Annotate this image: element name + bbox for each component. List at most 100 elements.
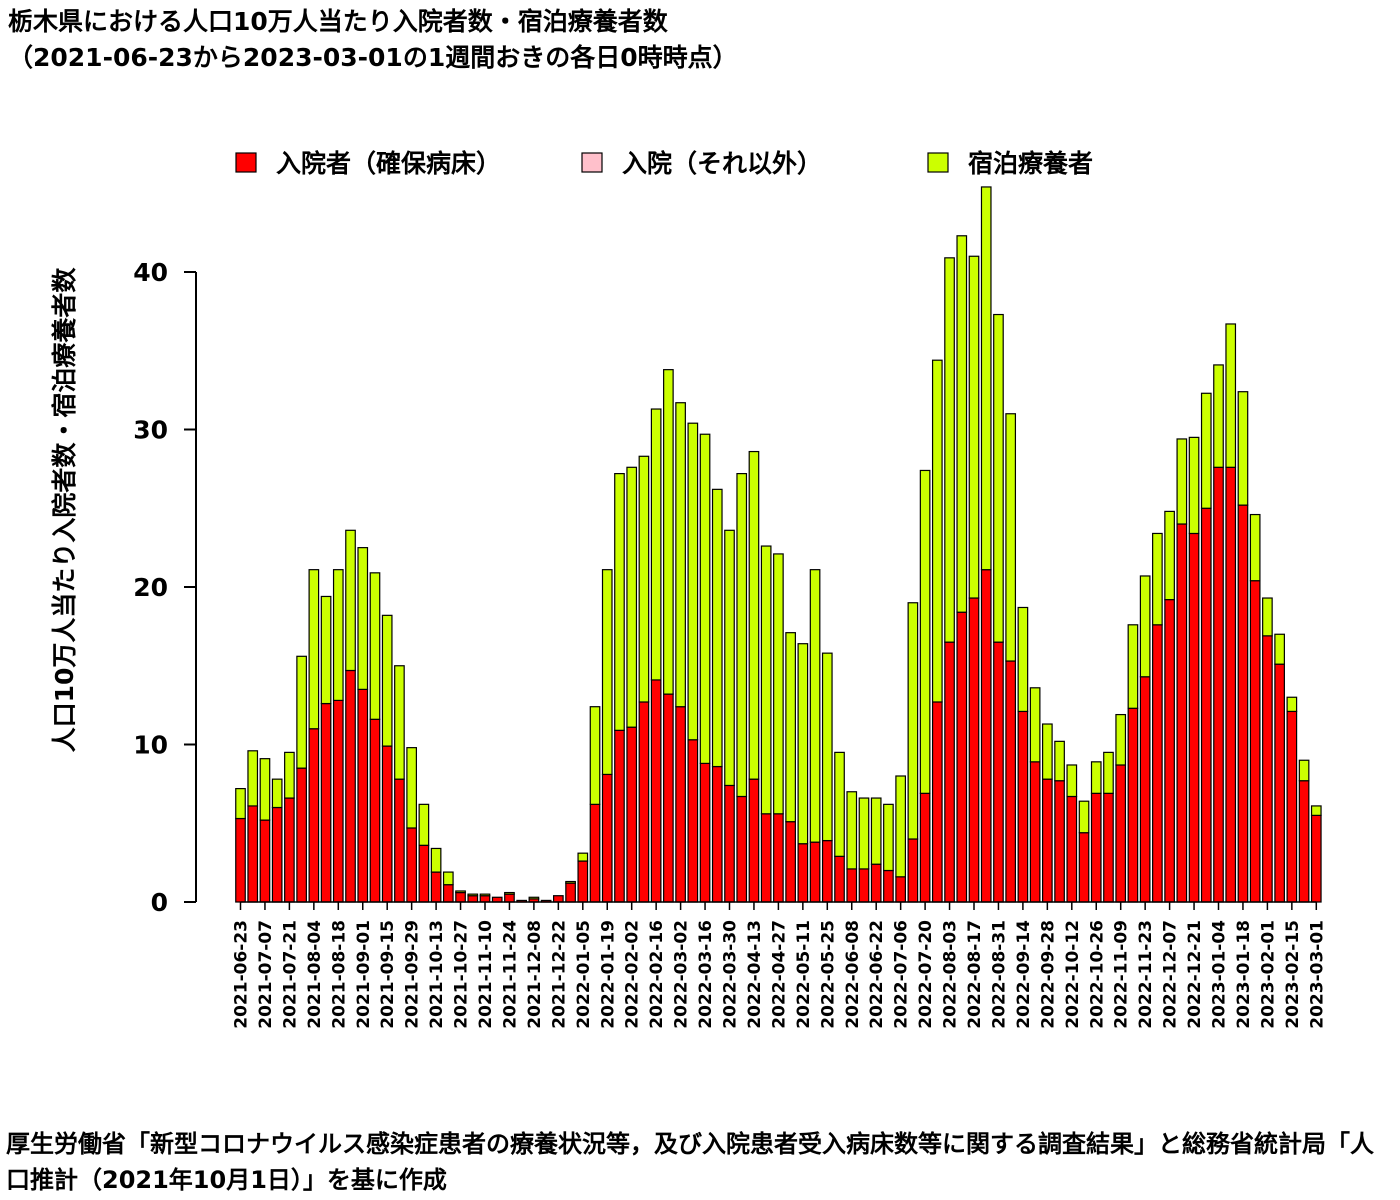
- bar-segment-series-1: [980, 569, 992, 903]
- x-tick-label: 2022-11-09: [1112, 920, 1132, 1029]
- bar-segment-series-3: [1225, 323, 1237, 468]
- x-tick-label: 2022-08-03: [941, 920, 961, 1029]
- title-line-1: 栃木県における人口10万人当たり入院者数・宿泊療養者数: [8, 7, 668, 36]
- bar-segment-series-1: [332, 699, 344, 903]
- x-tick-label: 2022-08-17: [965, 920, 985, 1029]
- bar-segment-series-1: [1090, 792, 1102, 903]
- x-tick-label: 2022-05-11: [794, 920, 814, 1029]
- bar-segment-series-1: [455, 891, 466, 903]
- bar-segment-series-1: [821, 839, 833, 903]
- bar-segment-series-1: [1225, 466, 1237, 903]
- bar-segment-series-1: [1249, 580, 1261, 903]
- bar-segment-series-1: [907, 838, 919, 903]
- bar-segment-series-3: [626, 466, 638, 728]
- legend-swatch: [235, 152, 257, 173]
- x-tick-label: 2023-03-01: [1307, 920, 1327, 1029]
- x-tick-label: 2021-09-01: [354, 920, 374, 1029]
- bar-segment-series-1: [834, 855, 845, 903]
- bar-segment-series-1: [1127, 707, 1139, 903]
- bar-segment-series-1: [1298, 780, 1310, 903]
- legend-swatch: [581, 152, 603, 173]
- bar-segment-series-3: [980, 186, 992, 571]
- x-tick-label: 2022-05-25: [818, 920, 838, 1029]
- bar-segment-series-1: [296, 767, 307, 903]
- bar-segment-series-3: [442, 871, 454, 886]
- bar-segment-series-3: [1310, 805, 1322, 816]
- x-tick-label: 2022-03-16: [696, 920, 716, 1029]
- x-tick-label: 2022-12-07: [1161, 920, 1181, 1029]
- bar-segment-series-3: [907, 602, 919, 840]
- bar-segment-series-3: [614, 473, 625, 731]
- x-tick-label: 2022-04-13: [745, 920, 765, 1029]
- x-tick-label: 2022-01-19: [598, 920, 618, 1029]
- bar-segment-series-1: [1041, 778, 1053, 903]
- x-tick-label: 2021-08-18: [329, 920, 349, 1029]
- bar-segment-series-1: [418, 844, 430, 903]
- bar-segment-series-1: [1274, 663, 1285, 903]
- x-tick-label: 2022-03-02: [672, 920, 692, 1029]
- bar-segment-series-1: [467, 895, 479, 903]
- bar-segment-series-3: [479, 893, 491, 897]
- legend-swatch: [927, 152, 949, 173]
- bar-segment-series-3: [687, 422, 699, 741]
- bar-segment-series-3: [565, 880, 576, 884]
- bar-segment-series-3: [883, 803, 894, 872]
- bar-segment-series-3: [1176, 438, 1188, 525]
- bar-segment-series-1: [809, 841, 821, 903]
- bar-segment-series-3: [944, 257, 955, 643]
- bar-segment-series-1: [614, 729, 625, 903]
- bar-segment-series-1: [1286, 710, 1298, 903]
- title-line-2: （2021-06-23から2023-03-01の1週間おきの各日0時時点）: [8, 43, 738, 72]
- bar-segment-series-1: [284, 797, 295, 903]
- y-axis: 0 10 20 30 40: [133, 258, 197, 917]
- x-tick-label: 2023-01-04: [1210, 920, 1230, 1029]
- bar-segment-series-3: [296, 655, 307, 769]
- bar-segment-series-3: [650, 408, 662, 681]
- bar-segment-series-1: [663, 693, 674, 903]
- source-note: 厚生労働省「新型コロナウイルス感染症患者の療養状況等，及び入院患者受入病床数等に…: [6, 1130, 1374, 1194]
- bar-segment-series-1: [1262, 635, 1273, 903]
- bar-segment-series-3: [858, 797, 870, 870]
- bar-segment-series-1: [638, 701, 650, 903]
- bar-segment-series-1: [711, 765, 723, 903]
- x-tick-label: 2021-12-08: [525, 920, 545, 1029]
- bar-segment-series-3: [785, 632, 796, 823]
- bar-segment-series-1: [589, 803, 601, 903]
- y-axis-label: 人口10万人当たり入院者数・宿泊療養者数: [50, 267, 79, 753]
- x-tick-label: 2022-07-06: [892, 920, 912, 1029]
- x-tick-label: 2023-02-15: [1283, 920, 1303, 1029]
- bar-segment-series-1: [626, 726, 638, 903]
- x-tick-label: 2022-06-22: [867, 920, 887, 1029]
- bar-segment-series-3: [345, 529, 356, 672]
- bar-segment-series-1: [870, 863, 882, 903]
- bar-segment-series-1: [308, 728, 320, 903]
- bar-segment-series-3: [1237, 391, 1249, 506]
- y-tick-label: 30: [133, 416, 168, 445]
- y-tick-label: 10: [133, 731, 168, 760]
- bar-segment-series-3: [638, 455, 650, 703]
- bar-segment-series-3: [320, 595, 332, 705]
- x-tick-label: 2021-06-23: [232, 920, 252, 1029]
- x-tick-label: 2021-11-10: [476, 920, 496, 1029]
- bar-segment-series-3: [1127, 624, 1139, 709]
- bar-segment-series-3: [1139, 575, 1151, 678]
- bar-segment-series-3: [1005, 413, 1017, 662]
- x-tick-label: 2022-11-23: [1136, 920, 1156, 1029]
- bar-segment-series-3: [1090, 761, 1102, 794]
- bar-segment-series-3: [418, 803, 430, 846]
- bar-segment-series-1: [381, 745, 393, 903]
- bar-segment-series-3: [675, 402, 686, 708]
- bar-segment-series-1: [259, 819, 271, 903]
- bar-segment-series-1: [357, 688, 369, 903]
- bar-segment-series-1: [1200, 507, 1212, 903]
- bar-segment-series-3: [1249, 513, 1261, 582]
- bar-segment-series-3: [870, 797, 882, 865]
- x-tick-label: 2022-10-12: [1063, 920, 1083, 1029]
- bar-segment-series-3: [394, 665, 405, 780]
- bar-segment-series-3: [1041, 723, 1053, 780]
- bar-segment-series-1: [1103, 792, 1114, 903]
- bar-segment-series-1: [1164, 598, 1175, 903]
- x-tick-label: 2021-07-21: [280, 920, 300, 1029]
- x-tick-label: 2022-07-20: [916, 920, 936, 1029]
- bar-segment-series-3: [1029, 687, 1041, 763]
